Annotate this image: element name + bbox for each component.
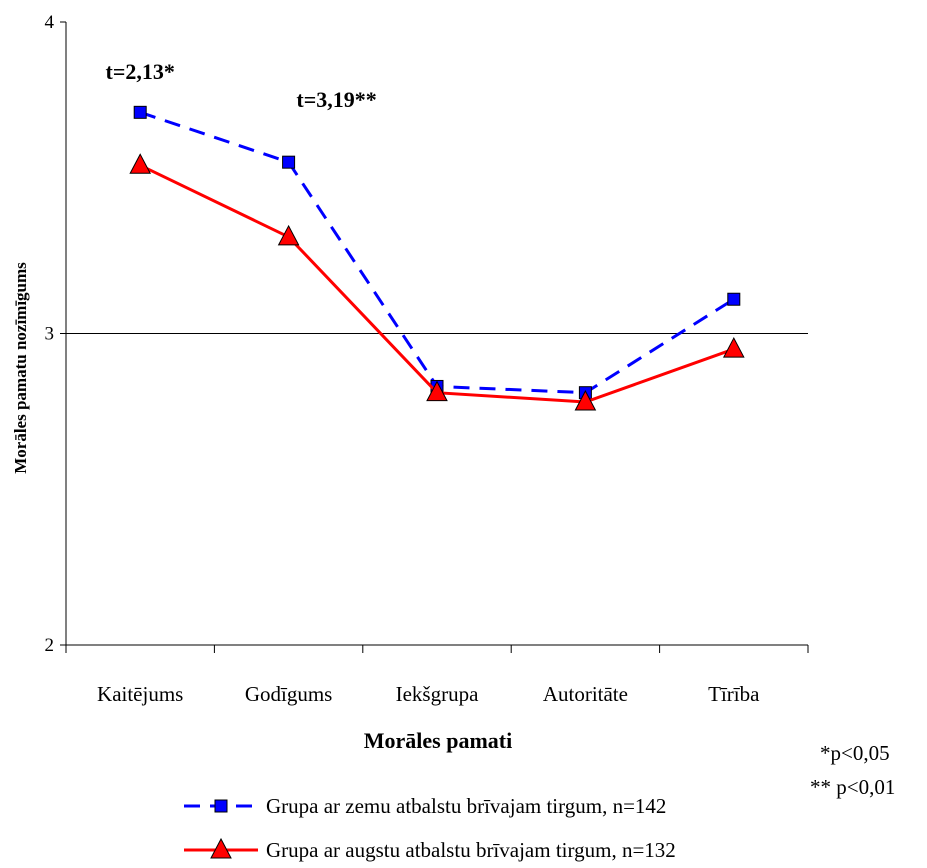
y-axis-title: Morāles pamatu nozīmīgums [11,262,30,474]
series-line [139,163,735,404]
annotation-label: t=2,13* [106,59,175,84]
y-ticks: 2 3 4 [45,12,66,656]
series-layer [129,105,745,411]
legend-item-2: Grupa ar augstu atbalstu brīvajam tirgum… [184,837,676,862]
significance-note-2: ** p<0,01 [810,775,895,799]
legend-item-1: Grupa ar zemu atbalstu brīvajam tirgum, … [184,794,666,818]
series-1 [133,105,741,400]
data-point [722,337,745,358]
legend-marker [210,837,232,859]
x-tick-label: Kaitējums [97,682,183,706]
legend-label: Grupa ar augstu atbalstu brīvajam tirgum… [266,838,676,862]
data-point [277,224,300,246]
data-point [574,389,597,411]
legend-marker [214,799,228,813]
data-point [426,380,448,402]
x-axis-title: Morāles pamati [364,728,512,753]
legend: Grupa ar zemu atbalstu brīvajam tirgum, … [184,794,676,862]
series-line [139,110,735,395]
y-tick-label: 2 [45,635,55,656]
x-ticks: Kaitējums Godīgums Iekšgrupa Autoritāte Tīrī… [65,645,809,706]
data-point [282,155,296,169]
significance-note-1: *p<0,05 [820,741,890,765]
x-tick-label: Godīgums [245,682,333,706]
annotations: t=2,13* t=3,19** [106,59,377,112]
data-point [133,105,147,119]
annotation-label: t=3,19** [296,87,376,112]
x-tick-label: Autoritāte [543,682,628,706]
x-tick-label: Iekšgrupa [396,682,479,706]
data-point [129,153,152,174]
axes [65,22,808,646]
y-tick-label: 3 [45,324,55,345]
series-2 [129,153,745,411]
x-tick-label: Tīrība [708,682,760,706]
data-point [727,292,741,306]
legend-label: Grupa ar zemu atbalstu brīvajam tirgum, … [266,794,666,818]
y-tick-label: 4 [45,12,55,33]
